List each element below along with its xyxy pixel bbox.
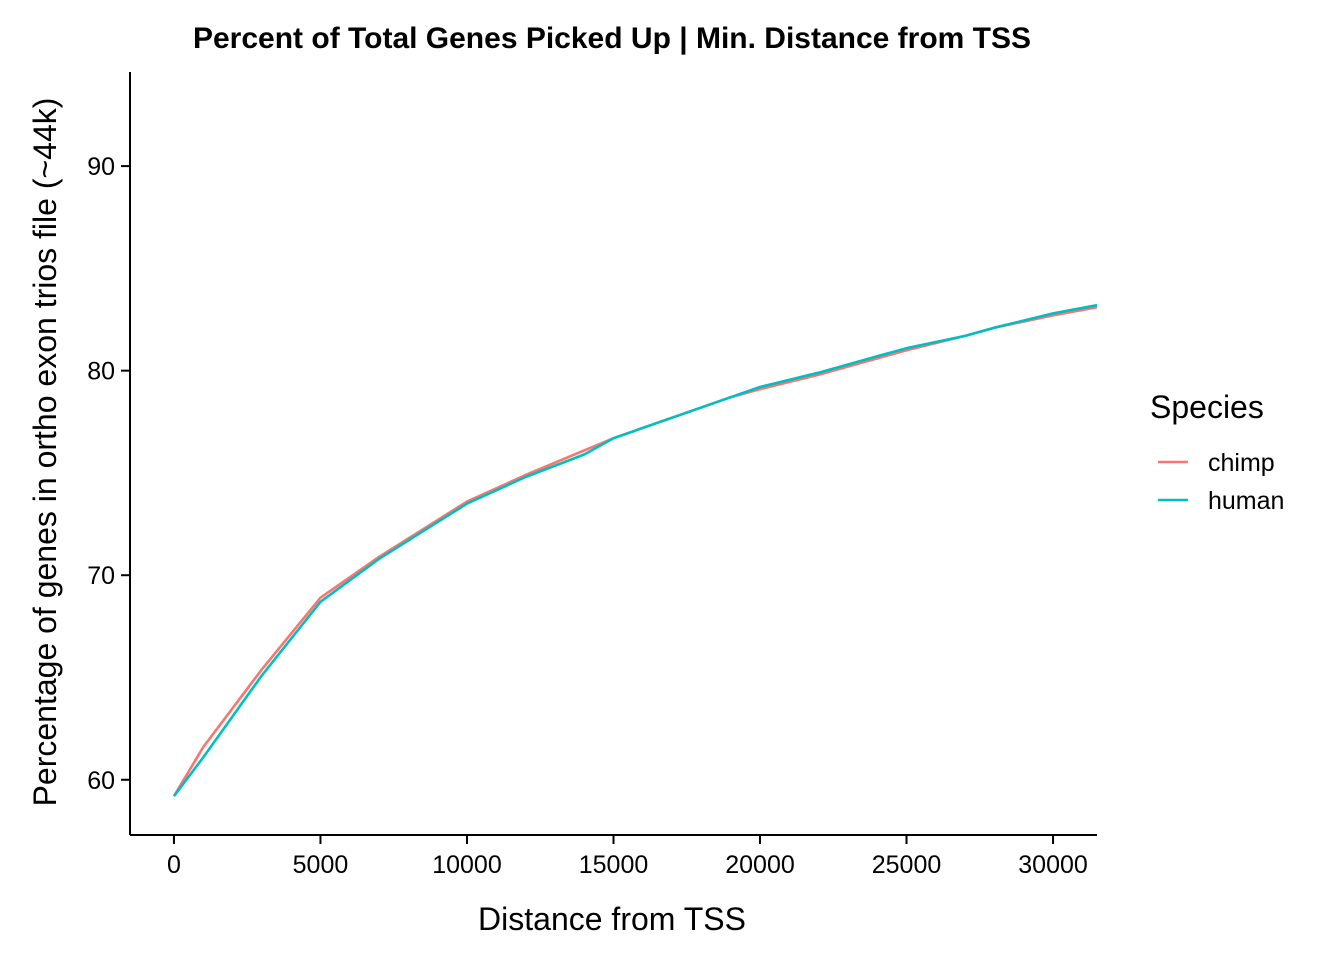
x-tick-label: 10000 <box>432 851 502 879</box>
y-axis: 60 70 80 90 <box>87 72 131 835</box>
x-tick-label: 15000 <box>579 851 649 879</box>
x-tick-label: 0 <box>167 851 181 879</box>
x-tick-label: 30000 <box>1018 851 1088 879</box>
y-tick-label: 80 <box>87 358 115 386</box>
x-tick-label: 25000 <box>872 851 942 879</box>
y-tick-label: 60 <box>87 767 115 795</box>
chart-title: Percent of Total Genes Picked Up | Min. … <box>193 22 1031 55</box>
legend-title: Species <box>1150 389 1264 425</box>
legend-label-human: human <box>1208 487 1284 515</box>
y-tick-label: 70 <box>87 562 115 590</box>
legend: Species chimp human <box>1150 389 1284 515</box>
y-axis-title: Percentage of genes in ortho exon trios … <box>27 98 63 807</box>
plot-area <box>172 303 1098 797</box>
series-line-chimp <box>172 305 1098 797</box>
series-line-human <box>172 303 1098 797</box>
x-axis-title: Distance from TSS <box>478 901 746 937</box>
x-tick-label: 5000 <box>293 851 349 879</box>
legend-label-chimp: chimp <box>1208 449 1275 477</box>
x-tick-label: 20000 <box>725 851 795 879</box>
y-tick-label: 90 <box>87 153 115 181</box>
x-axis: 0 5000 10000 15000 20000 25000 30000 <box>130 834 1097 879</box>
